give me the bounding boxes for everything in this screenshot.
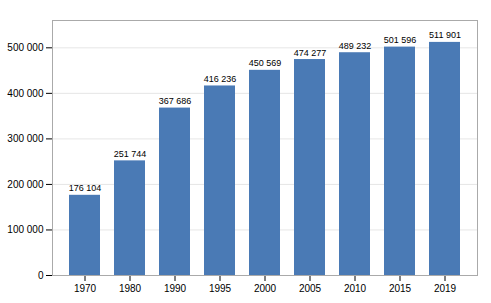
svg-text:200 000: 200 000 xyxy=(7,179,44,190)
svg-text:2010: 2010 xyxy=(344,283,367,294)
svg-text:1990: 1990 xyxy=(164,283,187,294)
svg-text:2005: 2005 xyxy=(299,283,322,294)
svg-text:500 000: 500 000 xyxy=(7,42,44,53)
svg-text:100 000: 100 000 xyxy=(7,224,44,235)
svg-text:1980: 1980 xyxy=(119,283,142,294)
svg-text:1970: 1970 xyxy=(74,283,97,294)
svg-text:2015: 2015 xyxy=(389,283,412,294)
svg-text:489 232: 489 232 xyxy=(339,41,372,51)
svg-text:474 277: 474 277 xyxy=(294,48,327,58)
svg-text:251 744: 251 744 xyxy=(114,149,147,159)
svg-text:450 569: 450 569 xyxy=(249,58,282,68)
svg-text:176 104: 176 104 xyxy=(69,183,102,193)
svg-text:2019: 2019 xyxy=(434,283,457,294)
svg-text:367 686: 367 686 xyxy=(159,96,192,106)
svg-text:416 236: 416 236 xyxy=(204,74,237,84)
svg-text:0: 0 xyxy=(38,270,44,281)
svg-text:2000: 2000 xyxy=(254,283,277,294)
svg-text:511 901: 511 901 xyxy=(429,30,461,40)
svg-text:400 000: 400 000 xyxy=(7,88,44,99)
svg-text:501 596: 501 596 xyxy=(384,35,417,45)
svg-text:300 000: 300 000 xyxy=(7,133,44,144)
svg-text:1995: 1995 xyxy=(209,283,232,294)
